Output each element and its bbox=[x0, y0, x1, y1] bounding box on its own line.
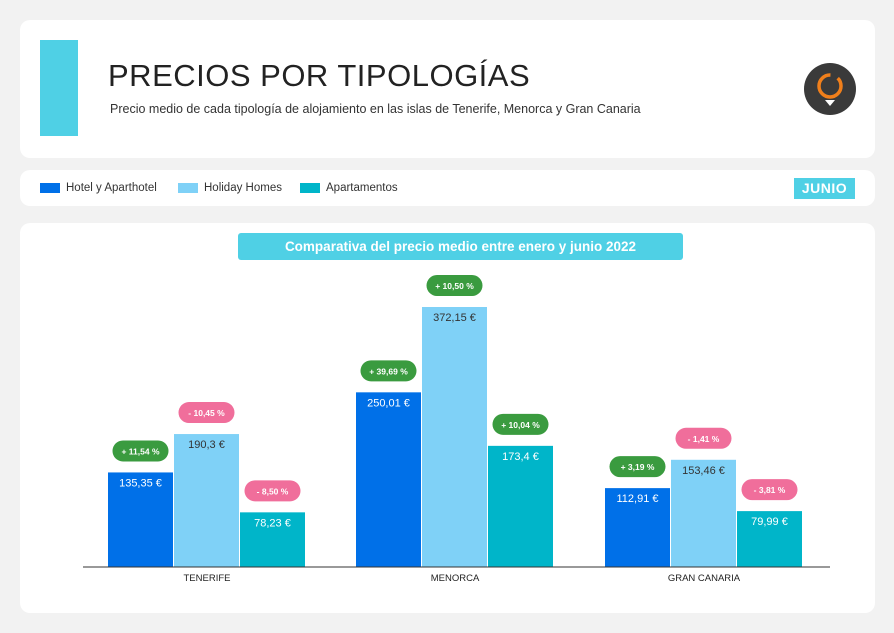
bar-gran-canaria-0 bbox=[605, 488, 670, 567]
bar-value-label: 153,46 € bbox=[682, 465, 725, 477]
page-title: PRECIOS POR TIPOLOGÍAS bbox=[108, 58, 531, 93]
legend-label-holiday-homes: Holiday Homes bbox=[204, 182, 282, 194]
change-pill-text: + 3,19 % bbox=[621, 462, 655, 472]
change-pill bbox=[426, 275, 483, 296]
title-accent-bar bbox=[40, 40, 78, 136]
bar-value-label: 112,91 € bbox=[616, 493, 658, 505]
legend-swatch-apartamentos bbox=[300, 183, 320, 193]
change-pill-text: + 39,69 % bbox=[369, 366, 408, 376]
change-pill bbox=[360, 360, 417, 382]
bar-value-label: 173,4 € bbox=[502, 451, 539, 463]
legend-item-apartamentos: Apartamentos bbox=[300, 182, 398, 194]
bar-menorca-1 bbox=[422, 307, 487, 567]
change-pill bbox=[741, 479, 798, 501]
bar-menorca-2 bbox=[488, 445, 553, 567]
change-pill-text: - 8,50 % bbox=[257, 486, 289, 496]
chart-card: 135,35 € + 11,54 % 190,3 € - 10,45 % 78,23 €… bbox=[20, 223, 875, 613]
legend-label-apartamentos: Apartamentos bbox=[326, 182, 398, 194]
change-pill bbox=[492, 413, 549, 435]
category-label: GRAN CANARIA bbox=[668, 573, 741, 584]
category-label: TENERIFE bbox=[184, 573, 231, 584]
chart-title: Comparativa del precio medio entre enero… bbox=[238, 233, 683, 260]
change-pill-text: + 10,04 % bbox=[501, 420, 540, 430]
legend-swatch-holiday-homes bbox=[178, 183, 198, 193]
change-pill-text: - 3,81 % bbox=[754, 485, 786, 495]
legend-item-holiday-homes: Holiday Homes bbox=[178, 182, 282, 194]
change-pill bbox=[675, 427, 732, 449]
bar-tenerife-0 bbox=[108, 472, 173, 567]
month-badge: JUNIO bbox=[794, 178, 855, 199]
change-pill bbox=[244, 480, 301, 502]
legend-card: Hotel y Aparthotel Holiday Homes Apartam… bbox=[20, 170, 875, 206]
change-pill-text: + 11,54 % bbox=[121, 446, 159, 456]
change-pill-text: - 1,41 % bbox=[688, 434, 720, 444]
change-pill bbox=[609, 456, 666, 478]
location-pin-logo-icon bbox=[804, 63, 856, 115]
bar-value-label: 250,01 € bbox=[367, 397, 410, 409]
change-pill bbox=[178, 402, 235, 424]
bar-gran-canaria-1 bbox=[671, 459, 736, 567]
page-subtitle: Precio medio de cada tipología de alojam… bbox=[110, 102, 641, 116]
bar-value-label: 372,15 € bbox=[433, 312, 476, 324]
change-pill-text: + 10,50 % bbox=[435, 281, 474, 291]
change-pill bbox=[112, 440, 169, 462]
bar-chart: 135,35 € + 11,54 % 190,3 € - 10,45 % 78,23 €… bbox=[83, 275, 830, 584]
bar-tenerife-2 bbox=[240, 512, 305, 567]
legend-item-hotel: Hotel y Aparthotel bbox=[40, 182, 157, 194]
bar-menorca-0 bbox=[356, 392, 421, 567]
bar-tenerife-1 bbox=[174, 434, 239, 567]
bar-gran-canaria-2 bbox=[737, 511, 802, 567]
legend-label-hotel: Hotel y Aparthotel bbox=[66, 182, 157, 194]
category-label: MENORCA bbox=[431, 573, 480, 584]
change-pill-text: - 10,45 % bbox=[188, 408, 225, 418]
bar-value-label: 135,35 € bbox=[119, 477, 162, 489]
bar-value-label: 78,23 € bbox=[254, 517, 291, 529]
bar-value-label: 79,99 € bbox=[751, 516, 788, 528]
legend-swatch-hotel bbox=[40, 183, 60, 193]
bar-value-label: 190,3 € bbox=[188, 439, 225, 451]
header-card: PRECIOS POR TIPOLOGÍAS Precio medio de c… bbox=[20, 20, 875, 158]
